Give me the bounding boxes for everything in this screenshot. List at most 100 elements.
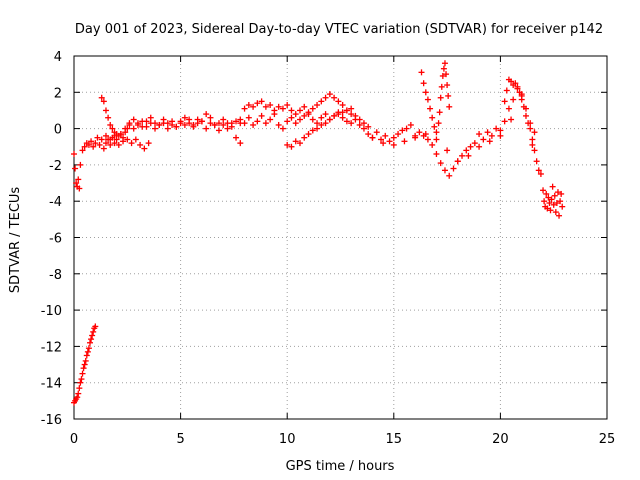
- data-point: [444, 147, 451, 154]
- data-point: [454, 158, 461, 165]
- data-point: [107, 136, 114, 143]
- data-point: [250, 103, 257, 110]
- data-point: [314, 120, 321, 127]
- data-point: [326, 91, 333, 98]
- data-point: [424, 96, 431, 103]
- data-point: [250, 121, 257, 128]
- data-point: [267, 116, 274, 123]
- y-tick-label: -16: [41, 413, 62, 428]
- data-point: [82, 357, 89, 364]
- data-point: [102, 140, 109, 147]
- data-point: [181, 121, 188, 128]
- data-point: [360, 120, 367, 127]
- data-point: [554, 189, 561, 196]
- data-point: [433, 151, 440, 158]
- data-point: [422, 131, 429, 138]
- data-point: [98, 94, 105, 101]
- data-point: [90, 328, 97, 335]
- data-point: [107, 141, 114, 148]
- data-point: [401, 138, 408, 145]
- data-point: [90, 143, 97, 150]
- data-point: [403, 125, 410, 132]
- data-point: [92, 323, 99, 330]
- data-point: [305, 111, 312, 118]
- data-point: [437, 160, 444, 167]
- data-point: [124, 136, 131, 143]
- data-point: [262, 120, 269, 127]
- data-point: [292, 120, 299, 127]
- data-point: [139, 118, 146, 125]
- data-point: [89, 332, 96, 339]
- data-point: [441, 60, 448, 67]
- data-point: [407, 121, 414, 128]
- data-point: [348, 111, 355, 118]
- data-point: [130, 125, 137, 132]
- data-point: [122, 129, 129, 136]
- data-point: [441, 167, 448, 174]
- data-point: [215, 120, 222, 127]
- data-point: [284, 141, 291, 148]
- data-point: [111, 140, 118, 147]
- data-point: [198, 118, 205, 125]
- data-point: [296, 116, 303, 123]
- data-point: [382, 132, 389, 139]
- y-tick-label: -8: [49, 268, 62, 283]
- data-point: [435, 120, 442, 127]
- data-point: [390, 141, 397, 148]
- data-point: [141, 145, 148, 152]
- x-tick-label: 10: [279, 432, 296, 447]
- data-point: [348, 120, 355, 127]
- y-tick-label: -6: [49, 232, 62, 247]
- data-point: [331, 94, 338, 101]
- data-point: [220, 116, 227, 123]
- data-point: [296, 107, 303, 114]
- data-point: [284, 118, 291, 125]
- data-point: [237, 140, 244, 147]
- data-point: [85, 141, 92, 148]
- data-point: [152, 125, 159, 132]
- data-point: [292, 138, 299, 145]
- data-point: [463, 147, 470, 154]
- data-point: [480, 136, 487, 143]
- data-point: [505, 105, 512, 112]
- data-point: [83, 352, 90, 359]
- data-point: [418, 69, 425, 76]
- data-point: [258, 112, 265, 119]
- data-point: [386, 138, 393, 145]
- data-point: [545, 194, 552, 201]
- data-point: [529, 136, 536, 143]
- x-axis-label: GPS time / hours: [286, 459, 395, 474]
- data-point: [501, 118, 508, 125]
- data-point: [531, 147, 538, 154]
- data-point: [424, 136, 431, 143]
- grid-lines: [74, 56, 607, 419]
- data-point: [128, 140, 135, 147]
- data-point: [529, 141, 536, 148]
- data-point: [81, 361, 88, 368]
- data-point: [503, 87, 510, 94]
- data-point: [130, 116, 137, 123]
- data-point: [369, 134, 376, 141]
- data-point: [143, 123, 150, 130]
- data-point: [537, 170, 544, 177]
- data-point: [433, 129, 440, 136]
- data-point: [360, 125, 367, 132]
- data-point: [420, 80, 427, 87]
- data-point: [399, 127, 406, 134]
- data-point: [314, 125, 321, 132]
- data-point: [540, 187, 547, 194]
- x-tick-label: 5: [176, 432, 184, 447]
- data-point: [436, 109, 443, 116]
- data-point: [318, 121, 325, 128]
- data-point: [439, 72, 446, 79]
- data-point: [497, 132, 504, 139]
- data-point: [275, 103, 282, 110]
- data-point: [71, 151, 77, 158]
- x-tick-label: 0: [70, 432, 78, 447]
- data-point: [72, 165, 79, 172]
- data-point: [444, 82, 451, 89]
- data-point: [556, 212, 563, 219]
- data-point: [96, 141, 103, 148]
- data-point: [550, 201, 557, 208]
